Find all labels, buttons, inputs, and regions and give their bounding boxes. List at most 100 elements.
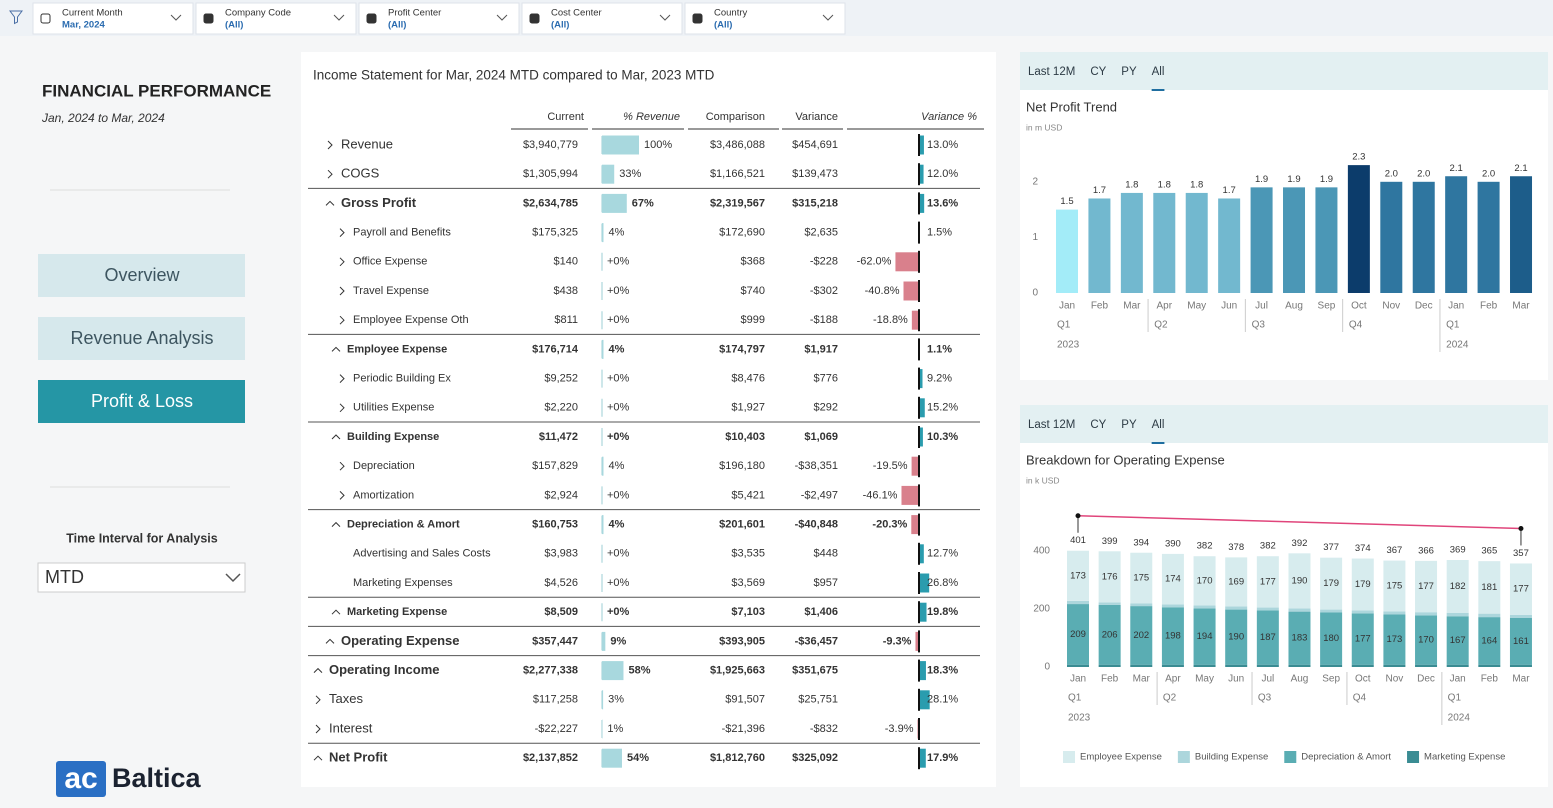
variance-pct-label: 18.3% xyxy=(927,665,958,677)
tab[interactable]: PY xyxy=(1121,66,1137,78)
tab[interactable]: CY xyxy=(1090,419,1106,431)
segment-label: 181 xyxy=(1481,582,1497,593)
expand-chevron[interactable] xyxy=(315,695,321,705)
revenue-label: 4% xyxy=(608,519,624,531)
filter-box[interactable] xyxy=(195,2,357,35)
expand-chevron[interactable] xyxy=(315,724,321,734)
value-label: 1.9 xyxy=(1255,174,1268,185)
expand-chevron[interactable] xyxy=(339,403,345,413)
legend-swatch[interactable] xyxy=(1177,751,1190,763)
comparison-value: $201,601 xyxy=(719,519,765,531)
variance-value: $1,917 xyxy=(804,343,838,355)
filter-icon[interactable] xyxy=(9,10,23,25)
bar-segment xyxy=(1415,560,1438,613)
filter-value[interactable]: (All) xyxy=(714,20,732,31)
collapse-chevron[interactable] xyxy=(325,200,335,206)
collapse-chevron[interactable] xyxy=(331,521,341,527)
variance-pct-label: 1.1% xyxy=(927,343,952,355)
filter-label[interactable]: Current Month xyxy=(62,8,123,19)
expand-chevron[interactable] xyxy=(339,286,345,296)
collapse-chevron[interactable] xyxy=(325,638,335,644)
column-header: Current xyxy=(547,111,584,123)
interval-value[interactable]: MTD xyxy=(45,567,84,587)
bar-segment xyxy=(1320,664,1343,667)
expand-chevron[interactable] xyxy=(327,140,333,150)
filter-label[interactable]: Company Code xyxy=(225,8,291,19)
value-label: 1.7 xyxy=(1223,185,1236,196)
collapse-chevron[interactable] xyxy=(331,609,341,615)
variance-value: -$38,351 xyxy=(795,460,838,472)
filter-chevron[interactable] xyxy=(822,14,834,21)
row-label: Interest xyxy=(329,720,373,735)
chart-subtitle: in k USD xyxy=(1026,475,1060,485)
legend-swatch[interactable] xyxy=(1063,751,1075,763)
x-tick-label: Aug xyxy=(1291,674,1309,685)
filter-label[interactable]: Cost Center xyxy=(551,8,602,19)
legend-label[interactable]: Building Expense xyxy=(1195,752,1268,763)
filter-chevron[interactable] xyxy=(496,14,508,21)
variance-value: $454,691 xyxy=(792,139,838,151)
current-value: $11,472 xyxy=(539,431,578,443)
legend-label[interactable]: Employee Expense xyxy=(1080,752,1162,763)
bar-segment xyxy=(1446,616,1469,665)
tab[interactable]: CY xyxy=(1090,66,1106,78)
filter-box[interactable] xyxy=(358,2,520,35)
filter-box[interactable] xyxy=(32,2,194,35)
tab[interactable]: All xyxy=(1152,66,1165,78)
variance-bar xyxy=(919,135,924,155)
legend-label[interactable]: Marketing Expense xyxy=(1424,752,1505,763)
nav-label[interactable]: Revenue Analysis xyxy=(70,328,213,348)
filter-value[interactable]: Mar, 2024 xyxy=(62,20,105,31)
filter-label[interactable]: Profit Center xyxy=(388,8,441,19)
quarter-label: Q1 xyxy=(1448,693,1462,704)
expand-chevron[interactable] xyxy=(327,169,333,179)
legend-label[interactable]: Depreciation & Amort xyxy=(1301,752,1391,763)
legend-swatch[interactable] xyxy=(1407,751,1420,763)
filter-box[interactable] xyxy=(521,2,683,35)
x-tick-label: Feb xyxy=(1091,301,1109,312)
total-label: 366 xyxy=(1418,545,1434,556)
filter-box[interactable] xyxy=(684,2,846,35)
chart-title: Net Profit Trend xyxy=(1026,99,1117,114)
value-label: 2.3 xyxy=(1352,152,1365,163)
expand-chevron[interactable] xyxy=(339,461,345,471)
value-label: 1.8 xyxy=(1158,179,1171,190)
expand-chevron[interactable] xyxy=(339,315,345,325)
row-label: Employee Expense Oth xyxy=(353,314,469,326)
expand-chevron[interactable] xyxy=(339,257,345,267)
segment-label: 175 xyxy=(1133,573,1149,584)
nav-button[interactable] xyxy=(38,317,245,360)
tab[interactable]: Last 12M xyxy=(1028,419,1075,431)
legend-swatch[interactable] xyxy=(1284,751,1297,763)
tab[interactable]: All xyxy=(1152,419,1165,431)
expand-chevron[interactable] xyxy=(339,228,345,237)
interval-select[interactable] xyxy=(37,562,246,593)
filter-chevron[interactable] xyxy=(333,14,345,21)
filter-value[interactable]: (All) xyxy=(551,20,569,31)
nav-label[interactable]: Overview xyxy=(104,265,180,285)
collapse-chevron[interactable] xyxy=(313,755,323,761)
revenue-bar xyxy=(602,456,604,476)
collapse-chevron[interactable] xyxy=(313,667,323,673)
tab[interactable]: PY xyxy=(1121,419,1137,431)
filter-chevron[interactable] xyxy=(170,14,182,21)
tab[interactable]: Last 12M xyxy=(1028,66,1075,78)
collapse-chevron[interactable] xyxy=(331,346,341,352)
bar-segment xyxy=(1320,557,1343,610)
nav-label[interactable]: Profit & Loss xyxy=(91,391,193,411)
segment-label: 187 xyxy=(1260,632,1276,643)
nav-button[interactable] xyxy=(38,380,245,423)
filter-value[interactable]: (All) xyxy=(388,20,406,31)
total-label: 382 xyxy=(1197,541,1213,552)
total-label: 382 xyxy=(1260,541,1276,552)
expand-chevron[interactable] xyxy=(339,374,345,383)
filter-value[interactable]: (All) xyxy=(225,20,243,31)
collapse-chevron[interactable] xyxy=(331,434,341,440)
variance-pct-label: 15.2% xyxy=(927,402,958,414)
select-chevron[interactable] xyxy=(225,573,241,583)
expand-chevron[interactable] xyxy=(339,491,345,500)
filter-chevron[interactable] xyxy=(659,14,671,21)
x-tick-label: Jan xyxy=(1070,674,1086,685)
nav-button[interactable] xyxy=(38,254,245,297)
filter-label[interactable]: Country xyxy=(714,8,748,19)
